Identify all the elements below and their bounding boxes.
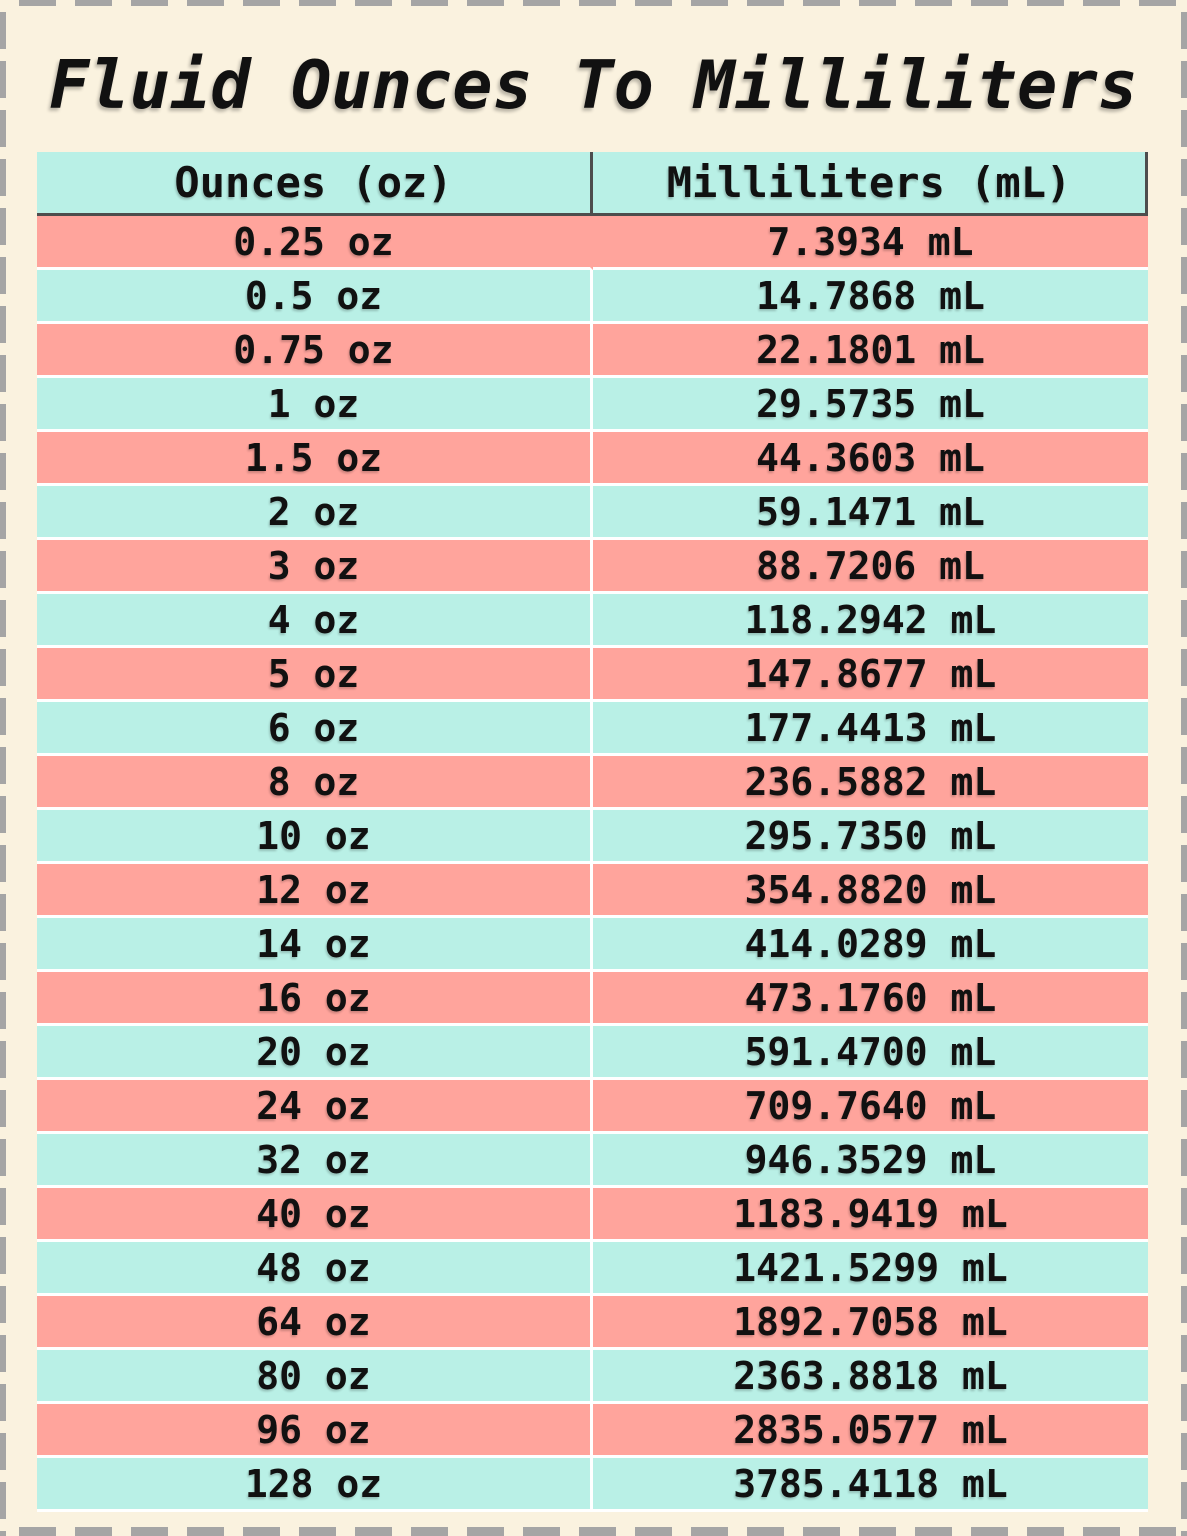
ounces-cell: 3 oz: [37, 540, 593, 594]
ounces-cell: 5 oz: [37, 648, 593, 702]
table-row: 12 oz 354.8820 mL: [37, 864, 1148, 918]
ounces-cell: 48 oz: [37, 1242, 593, 1296]
milliliters-cell: 709.7640 mL: [593, 1080, 1148, 1134]
ounces-cell: 6 oz: [37, 702, 593, 756]
ounces-cell: 16 oz: [37, 972, 593, 1026]
table-row: 128 oz 3785.4118 mL: [37, 1458, 1148, 1512]
milliliters-cell: 59.1471 mL: [593, 486, 1148, 540]
table-row: 8 oz 236.5882 mL: [37, 756, 1148, 810]
dashed-border-left: [0, 0, 6, 1536]
table-row: 0.5 oz 14.7868 mL: [37, 270, 1148, 324]
column-header-ounces: Ounces (oz): [37, 152, 593, 216]
ounces-cell: 1 oz: [37, 378, 593, 432]
table-row: 40 oz 1183.9419 mL: [37, 1188, 1148, 1242]
milliliters-cell: 354.8820 mL: [593, 864, 1148, 918]
ounces-cell: 0.75 oz: [37, 324, 593, 378]
table-row: 10 oz 295.7350 mL: [37, 810, 1148, 864]
dashed-border-top: [0, 0, 1187, 6]
table-row: 24 oz 709.7640 mL: [37, 1080, 1148, 1134]
ounces-cell: 8 oz: [37, 756, 593, 810]
table-row: 0.75 oz 22.1801 mL: [37, 324, 1148, 378]
milliliters-cell: 295.7350 mL: [593, 810, 1148, 864]
milliliters-cell: 1892.7058 mL: [593, 1296, 1148, 1350]
milliliters-cell: 591.4700 mL: [593, 1026, 1148, 1080]
ounces-cell: 24 oz: [37, 1080, 593, 1134]
ounces-cell: 20 oz: [37, 1026, 593, 1080]
ounces-cell: 1.5 oz: [37, 432, 593, 486]
table-row: 80 oz 2363.8818 mL: [37, 1350, 1148, 1404]
table-row: 32 oz 946.3529 mL: [37, 1134, 1148, 1188]
page-title: Fluid Ounces To Milliliters: [48, 46, 1139, 124]
milliliters-cell: 946.3529 mL: [593, 1134, 1148, 1188]
milliliters-cell: 147.8677 mL: [593, 648, 1148, 702]
milliliters-cell: 14.7868 mL: [593, 270, 1148, 324]
milliliters-cell: 2835.0577 mL: [593, 1404, 1148, 1458]
milliliters-cell: 414.0289 mL: [593, 918, 1148, 972]
table-row: 14 oz 414.0289 mL: [37, 918, 1148, 972]
ounces-cell: 96 oz: [37, 1404, 593, 1458]
table-row: 1.5 oz 44.3603 mL: [37, 432, 1148, 486]
table-header-row: Ounces (oz) Milliliters (mL): [37, 152, 1148, 216]
table-row: 1 oz 29.5735 mL: [37, 378, 1148, 432]
milliliters-cell: 2363.8818 mL: [593, 1350, 1148, 1404]
ounces-cell: 2 oz: [37, 486, 593, 540]
table-body: 0.25 oz 7.3934 mL 0.5 oz 14.7868 mL 0.75 oz 2…: [37, 216, 1148, 1512]
ounces-cell: 12 oz: [37, 864, 593, 918]
table-row: 16 oz 473.1760 mL: [37, 972, 1148, 1026]
milliliters-cell: 1421.5299 mL: [593, 1242, 1148, 1296]
conversion-table: Ounces (oz) Milliliters (mL) 0.25 oz 7.39…: [37, 152, 1148, 1512]
column-header-milliliters: Milliliters (mL): [593, 152, 1148, 216]
dashed-border-bottom: [0, 1527, 1187, 1536]
milliliters-cell: 88.7206 mL: [593, 540, 1148, 594]
milliliters-cell: 1183.9419 mL: [593, 1188, 1148, 1242]
table-row: 4 oz 118.2942 mL: [37, 594, 1148, 648]
milliliters-cell: 3785.4118 mL: [593, 1458, 1148, 1512]
table-row: 0.25 oz 7.3934 mL: [37, 216, 1148, 270]
table-row: 20 oz 591.4700 mL: [37, 1026, 1148, 1080]
ounces-cell: 64 oz: [37, 1296, 593, 1350]
milliliters-cell: 473.1760 mL: [593, 972, 1148, 1026]
ounces-cell: 32 oz: [37, 1134, 593, 1188]
milliliters-cell: 236.5882 mL: [593, 756, 1148, 810]
table-row: 64 oz 1892.7058 mL: [37, 1296, 1148, 1350]
milliliters-cell: 7.3934 mL: [593, 216, 1148, 270]
ounces-cell: 128 oz: [37, 1458, 593, 1512]
ounces-cell: 4 oz: [37, 594, 593, 648]
table-row: 3 oz 88.7206 mL: [37, 540, 1148, 594]
ounces-cell: 0.25 oz: [37, 216, 593, 270]
table-row: 96 oz 2835.0577 mL: [37, 1404, 1148, 1458]
ounces-cell: 10 oz: [37, 810, 593, 864]
table-row: 6 oz 177.4413 mL: [37, 702, 1148, 756]
ounces-cell: 14 oz: [37, 918, 593, 972]
ounces-cell: 0.5 oz: [37, 270, 593, 324]
table-row: 5 oz 147.8677 mL: [37, 648, 1148, 702]
dashed-border-right: [1181, 0, 1187, 1536]
milliliters-cell: 29.5735 mL: [593, 378, 1148, 432]
milliliters-cell: 118.2942 mL: [593, 594, 1148, 648]
ounces-cell: 80 oz: [37, 1350, 593, 1404]
table-row: 48 oz 1421.5299 mL: [37, 1242, 1148, 1296]
table-row: 2 oz 59.1471 mL: [37, 486, 1148, 540]
milliliters-cell: 44.3603 mL: [593, 432, 1148, 486]
milliliters-cell: 177.4413 mL: [593, 702, 1148, 756]
milliliters-cell: 22.1801 mL: [593, 324, 1148, 378]
ounces-cell: 40 oz: [37, 1188, 593, 1242]
